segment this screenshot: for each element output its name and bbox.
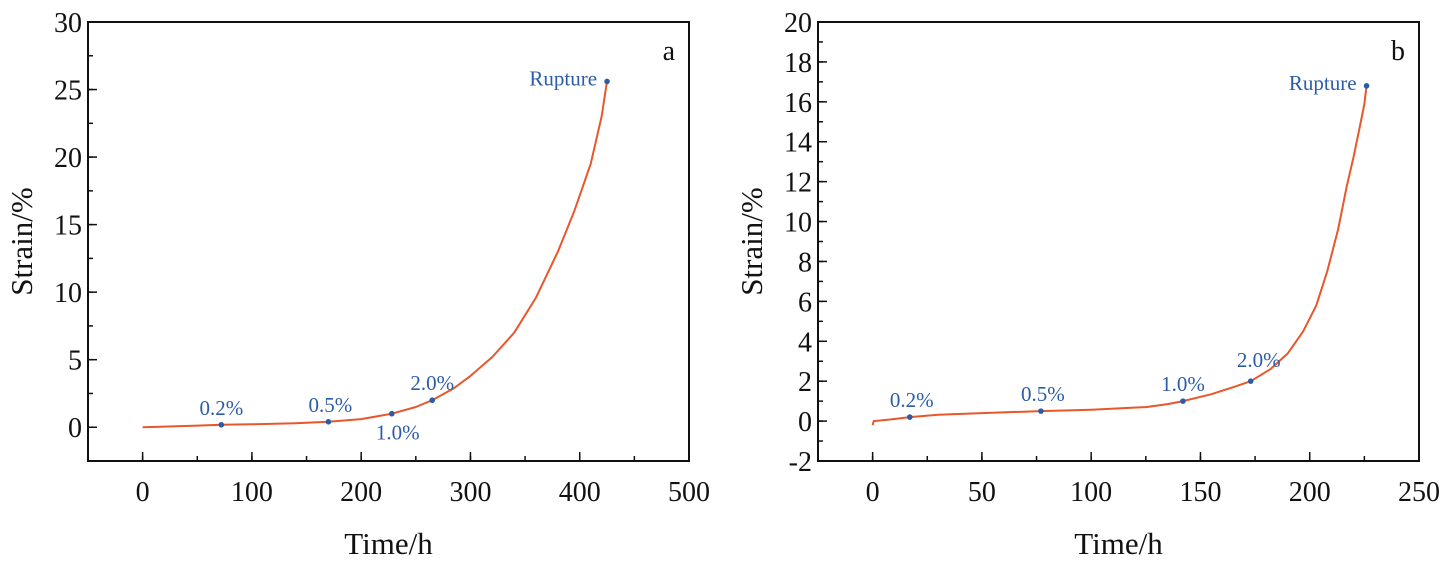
x-tick-label: 0 xyxy=(136,477,150,508)
x-tick-label: 300 xyxy=(449,477,491,508)
y-tick-label: 12 xyxy=(784,168,812,199)
x-tick-label: 100 xyxy=(231,477,273,508)
annotation-marker xyxy=(1363,83,1370,89)
x-tick-label: 100 xyxy=(1070,477,1112,508)
x-axis-title: Time/h xyxy=(1074,526,1163,561)
y-tick-label: 0 xyxy=(68,413,82,444)
y-tick-label: 16 xyxy=(784,88,812,119)
y-tick-label: -2 xyxy=(789,447,812,478)
x-tick-label: 500 xyxy=(668,477,710,508)
x-axis-title: Time/h xyxy=(344,526,433,561)
x-tick-label: 50 xyxy=(968,477,996,508)
annotation-marker xyxy=(429,397,436,404)
annotation-label: 0.5% xyxy=(309,393,353,417)
annotation-marker xyxy=(1180,398,1186,404)
annotation-label: 2.0% xyxy=(410,371,454,395)
y-tick-label: 5 xyxy=(68,346,82,377)
x-tick-label: 200 xyxy=(1289,477,1331,508)
y-tick-label: 15 xyxy=(54,211,82,242)
annotation-marker xyxy=(388,410,395,417)
annotation-label: 1.0% xyxy=(376,421,420,445)
y-tick-label: 6 xyxy=(798,287,812,318)
creep-curve-line xyxy=(142,81,608,429)
chart-panel-b: 0 50 100 150 200 250 -2 0 2 4 6 8 10 12 14 16 18 20 Time/h… xyxy=(734,8,1440,561)
plot-frame xyxy=(87,21,690,462)
x-tick-label: 150 xyxy=(1179,477,1221,508)
annotation-label: 2.0% xyxy=(1237,348,1281,372)
x-tick-label: 250 xyxy=(1398,477,1440,508)
annotation-label: 1.0% xyxy=(1161,372,1205,396)
x-tick-label: 200 xyxy=(340,477,382,508)
y-tick-label: 10 xyxy=(784,208,812,239)
y-tick-label: 4 xyxy=(798,327,812,358)
annotation-marker xyxy=(218,421,225,428)
y-axis-title: Strain/% xyxy=(734,187,769,296)
y-tick-label: 14 xyxy=(784,128,812,159)
x-tick-label: 0 xyxy=(866,477,880,508)
y-tick-label: 30 xyxy=(54,8,82,39)
annotation-label: 0.2% xyxy=(890,388,934,412)
annotation-marker xyxy=(906,414,913,420)
chart-panel-a: 0 100 200 300 400 500 0 5 10 15 20 25 30 Time/h Strain… xyxy=(4,8,710,561)
annotation-marker xyxy=(1038,408,1044,414)
y-tick-label: 25 xyxy=(54,76,82,107)
y-axis-title: Strain/% xyxy=(4,187,39,296)
y-tick-label: 18 xyxy=(784,48,812,79)
panel-label: a xyxy=(663,36,676,67)
annotation-marker xyxy=(604,78,610,85)
creep-curve-line xyxy=(871,85,1368,426)
annotation-label: 0.5% xyxy=(1021,382,1065,406)
annotation-marker xyxy=(1247,378,1254,384)
x-tick-label: 400 xyxy=(559,477,601,508)
y-tick-label: 20 xyxy=(784,8,812,39)
y-tick-label: 20 xyxy=(54,143,82,174)
y-tick-label: 10 xyxy=(54,278,82,309)
y-tick-label: 0 xyxy=(798,407,812,438)
panel-label: b xyxy=(1391,36,1405,67)
y-tick-label: 8 xyxy=(798,247,812,278)
annotation-label: 0.2% xyxy=(199,396,243,420)
y-tick-label: 2 xyxy=(798,367,812,398)
annotation-marker xyxy=(325,419,332,425)
annotation-label: Rupture xyxy=(529,66,597,90)
annotation-label: Rupture xyxy=(1289,71,1357,95)
